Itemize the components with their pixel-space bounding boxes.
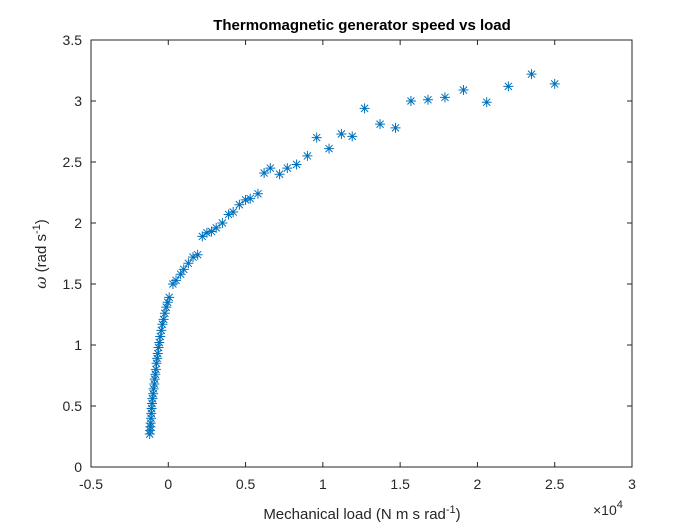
data-point: [439, 92, 450, 103]
data-point: [152, 348, 163, 359]
x-axis-label-sup: -1: [446, 504, 456, 516]
data-point: [206, 226, 217, 237]
data-point: [197, 231, 208, 242]
y-tick-label: 1: [74, 337, 82, 353]
data-point: [422, 94, 433, 105]
data-point: [156, 325, 167, 336]
data-point: [481, 97, 492, 108]
data-point: [458, 85, 469, 96]
data-point: [503, 81, 514, 92]
data-point: [154, 337, 165, 348]
data-point: [405, 96, 416, 106]
data-point: [171, 275, 182, 286]
data-point: [153, 342, 164, 353]
data-point: [259, 167, 270, 178]
x-tick-label: 3: [628, 476, 636, 492]
x-axis-exponent-power: 4: [617, 499, 623, 511]
data-markers: [144, 69, 560, 440]
data-point: [217, 218, 228, 228]
data-point: [164, 292, 175, 303]
data-point: [549, 78, 560, 89]
y-tick-label: 1.5: [63, 276, 83, 292]
y-tick-label: 0: [74, 459, 82, 475]
data-point: [347, 131, 358, 142]
data-point: [159, 308, 170, 319]
data-point: [265, 163, 276, 174]
data-point: [526, 69, 537, 80]
data-point: [162, 297, 173, 308]
x-axis-label: Mechanical load (N m s rad-1): [263, 504, 460, 523]
x-tick-label: 2.5: [545, 476, 565, 492]
axes-box: [90, 39, 633, 468]
data-point: [148, 383, 159, 394]
chart-title: Thermomagnetic generator speed vs load: [213, 17, 511, 34]
x-tick-label: 1: [319, 476, 327, 492]
data-point: [147, 393, 158, 404]
x-tick-label: 2: [474, 476, 482, 492]
data-point: [274, 169, 285, 180]
data-point: [240, 194, 251, 205]
data-point: [183, 258, 194, 269]
x-tick-label: 0.5: [236, 476, 256, 492]
data-point: [150, 364, 161, 375]
y-axis-label-sup: -1: [31, 224, 43, 234]
data-point: [151, 358, 162, 369]
data-point: [175, 269, 186, 280]
y-tick-label: 3.5: [63, 32, 83, 48]
y-axis-label: ω (rad s-1): [31, 219, 50, 289]
data-point: [178, 264, 189, 275]
data-point: [152, 353, 163, 364]
y-tick-label: 3: [74, 93, 82, 109]
data-point: [336, 128, 347, 139]
data-point: [228, 207, 239, 218]
data-point: [390, 122, 401, 133]
x-axis-label-main: Mechanical load (N m s rad: [263, 506, 446, 523]
data-point: [291, 159, 302, 170]
data-point: [375, 119, 386, 130]
plot-area: -0.5 0 0.5 1 1.5 2 2.5 3 00.511.522.533.5: [63, 32, 637, 492]
y-axis-label-main: (rad s: [33, 234, 50, 277]
x-axis-ticks: -0.5 0 0.5 1 1.5 2 2.5 3: [79, 40, 636, 492]
y-axis-ticks: 0 0.5 1 1.5 2 2.5 3 3.5: [63, 32, 632, 475]
data-point: [324, 143, 335, 154]
x-tick-label: -0.5: [79, 476, 103, 492]
data-point: [188, 252, 199, 263]
y-tick-label: 2.5: [63, 154, 83, 170]
data-point: [155, 331, 166, 342]
y-axis-label-tail: ): [33, 219, 50, 224]
data-point: [157, 319, 168, 330]
x-axis-label-tail: ): [456, 506, 461, 523]
y-tick-label: 2: [74, 215, 82, 231]
data-point: [252, 188, 263, 199]
data-point: [302, 150, 313, 161]
data-point: [311, 132, 322, 143]
x-tick-label: 1.5: [390, 476, 410, 492]
data-point: [223, 209, 234, 220]
data-point: [201, 227, 212, 238]
y-tick-label: 0.5: [63, 398, 83, 414]
data-point: [161, 302, 172, 313]
data-point: [245, 193, 256, 204]
y-axis-label-symbol: ω: [32, 277, 50, 289]
data-point: [150, 369, 161, 380]
data-point: [359, 103, 370, 114]
data-point: [234, 199, 245, 210]
data-point: [158, 314, 169, 325]
x-axis-exponent: ×104: [593, 499, 623, 518]
x-tick-label: 0: [164, 476, 172, 492]
data-point: [211, 222, 222, 233]
data-point: [149, 374, 160, 385]
data-point: [282, 163, 293, 174]
x-axis-exponent-base: ×10: [593, 502, 617, 518]
data-point: [192, 249, 203, 260]
